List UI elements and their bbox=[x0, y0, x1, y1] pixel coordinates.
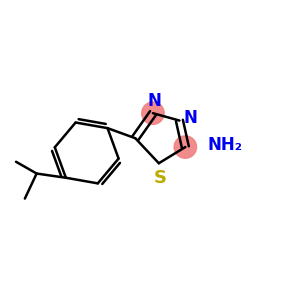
Text: N: N bbox=[184, 109, 198, 127]
Circle shape bbox=[174, 136, 197, 158]
Text: N: N bbox=[148, 92, 161, 110]
Circle shape bbox=[142, 102, 164, 124]
Text: NH₂: NH₂ bbox=[207, 136, 242, 154]
Text: S: S bbox=[154, 169, 167, 187]
